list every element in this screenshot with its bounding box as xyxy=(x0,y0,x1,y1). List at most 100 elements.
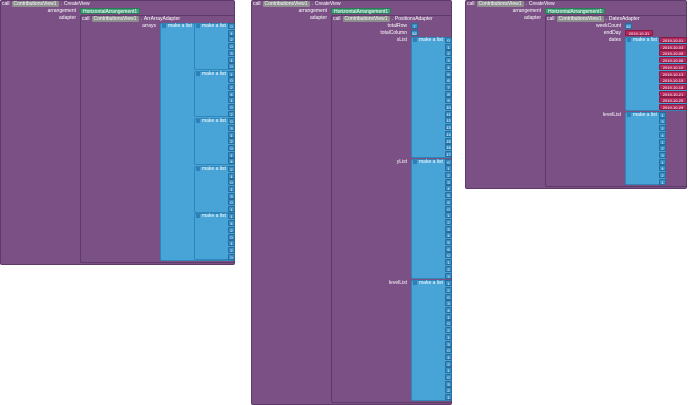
number-block[interactable]: 1 xyxy=(228,131,235,138)
number-block[interactable]: 0 xyxy=(228,77,235,84)
number-block[interactable]: 1 xyxy=(228,172,235,179)
number-block[interactable]: 15 xyxy=(445,137,452,144)
mutator-icon[interactable] xyxy=(162,24,166,28)
number-block[interactable]: 5 xyxy=(445,192,452,199)
text-block[interactable]: 2019-10-18 xyxy=(659,83,687,90)
number-block[interactable]: 0 xyxy=(228,43,235,50)
number-block[interactable]: 1 xyxy=(659,138,666,145)
number-block[interactable]: 7 xyxy=(445,83,452,90)
number-block[interactable]: 2 xyxy=(445,360,452,367)
number-block[interactable]: 3 xyxy=(445,225,452,232)
number-block[interactable]: 2 xyxy=(659,125,666,132)
number-block[interactable]: 52 xyxy=(411,30,418,36)
number-block[interactable]: 2 xyxy=(228,226,235,233)
number-block[interactable]: 4 xyxy=(445,63,452,70)
number-block[interactable]: 5 xyxy=(445,70,452,77)
number-block[interactable]: 1 xyxy=(228,206,235,212)
number-block[interactable]: 0 xyxy=(228,253,235,260)
mutator-icon[interactable] xyxy=(413,281,417,286)
number-block[interactable]: 1 xyxy=(228,97,235,104)
number-block[interactable]: 0 xyxy=(445,252,452,259)
number-block[interactable]: 12 xyxy=(445,117,452,124)
number-block[interactable]: 2 xyxy=(445,327,452,334)
number-block[interactable]: 17 xyxy=(445,150,452,157)
number-block[interactable]: 0 xyxy=(228,145,235,151)
number-block[interactable]: 1 xyxy=(445,367,452,374)
number-block[interactable]: 9 xyxy=(445,97,452,104)
text-block[interactable]: 2019-10-13 xyxy=(659,70,687,77)
number-block[interactable]: 0 xyxy=(228,23,235,29)
number-block[interactable]: 3 xyxy=(659,151,666,158)
number-block[interactable]: 3 xyxy=(228,192,235,199)
number-block[interactable]: 1 xyxy=(445,313,452,320)
number-block[interactable]: 1 xyxy=(445,212,452,219)
number-block[interactable]: 3 xyxy=(659,118,666,125)
mutator-icon[interactable] xyxy=(196,71,200,76)
number-block[interactable]: 0 xyxy=(445,205,452,212)
number-block[interactable]: 4 xyxy=(445,307,452,313)
number-block[interactable]: 4 xyxy=(445,353,452,360)
text-block[interactable]: 2019-10-15 xyxy=(659,77,687,84)
number-block[interactable]: 14 xyxy=(445,130,452,137)
number-block[interactable]: 1 xyxy=(228,213,235,220)
text-block[interactable]: 2019-10-03 xyxy=(659,43,687,50)
number-block[interactable]: 4 xyxy=(445,232,452,239)
number-block[interactable]: 1 xyxy=(228,70,235,77)
component-block[interactable]: HorizontalArrangement1 xyxy=(545,8,606,15)
number-block[interactable]: 2 xyxy=(445,172,452,178)
number-block[interactable]: 0 xyxy=(445,374,452,380)
number-block[interactable]: 6 xyxy=(445,245,452,252)
number-block[interactable]: 5 xyxy=(445,239,452,245)
number-block[interactable]: 1 xyxy=(228,185,235,192)
number-block[interactable]: 4 xyxy=(228,90,235,97)
number-block[interactable]: 13 xyxy=(445,124,452,131)
number-block[interactable]: 1 xyxy=(659,178,666,185)
number-block[interactable]: 3 xyxy=(445,340,452,347)
number-block[interactable]: 2 xyxy=(445,286,452,293)
mutator-icon[interactable] xyxy=(196,119,200,124)
mutator-icon[interactable] xyxy=(627,112,631,117)
number-block[interactable]: 3 xyxy=(228,49,235,56)
number-block[interactable]: 11 xyxy=(445,110,452,117)
number-block[interactable]: 1 xyxy=(659,158,666,165)
number-block[interactable]: 1 xyxy=(445,43,452,50)
number-block[interactable]: 3 xyxy=(445,300,452,307)
text-block[interactable]: 2019-10-25 xyxy=(659,97,687,104)
number-block[interactable]: 0 xyxy=(228,104,235,111)
number-block[interactable]: 0 xyxy=(228,199,235,206)
number-block[interactable]: 3 xyxy=(445,57,452,64)
number-block[interactable]: 0 xyxy=(445,347,452,354)
number-block[interactable]: 2 xyxy=(228,165,235,172)
number-block[interactable]: 0 xyxy=(445,37,452,43)
text-block[interactable]: 2019-10-31 xyxy=(625,30,653,36)
mutator-icon[interactable] xyxy=(196,214,200,219)
number-block[interactable]: 16 xyxy=(445,144,452,151)
number-block[interactable]: 3 xyxy=(228,124,235,131)
text-block[interactable]: 2019-10-01 xyxy=(659,37,687,43)
number-block[interactable]: 2 xyxy=(228,84,235,90)
mutator-icon[interactable] xyxy=(413,38,417,42)
number-block[interactable]: 2 xyxy=(659,145,666,152)
number-block[interactable]: 3 xyxy=(445,178,452,185)
number-block[interactable]: 2 xyxy=(445,265,452,272)
number-block[interactable]: 1 xyxy=(445,165,452,172)
number-block[interactable]: 2 xyxy=(445,387,452,394)
number-block[interactable]: 2 xyxy=(228,110,235,117)
number-block[interactable]: 4 xyxy=(659,131,666,138)
mutator-icon[interactable] xyxy=(413,159,417,164)
number-block[interactable]: 1 xyxy=(228,56,235,63)
number-block[interactable]: 1 xyxy=(228,240,235,247)
component-block[interactable]: HorizontalArrangement1 xyxy=(80,8,141,15)
number-block[interactable]: 1 xyxy=(659,111,666,118)
number-block[interactable]: 6 xyxy=(445,198,452,205)
text-block[interactable]: 2019-10-21 xyxy=(659,90,687,97)
number-block[interactable]: 1 xyxy=(228,29,235,36)
number-block[interactable]: 3 xyxy=(445,272,452,279)
mutator-icon[interactable] xyxy=(627,38,631,42)
number-block[interactable]: 2 xyxy=(659,172,666,178)
number-block[interactable]: 1 xyxy=(445,259,452,266)
number-block[interactable]: 6 xyxy=(445,77,452,84)
number-block[interactable]: 0 xyxy=(228,118,235,125)
text-block[interactable]: 2019-10-29 xyxy=(659,104,687,110)
text-block[interactable]: 2019-10-05 xyxy=(659,50,687,57)
